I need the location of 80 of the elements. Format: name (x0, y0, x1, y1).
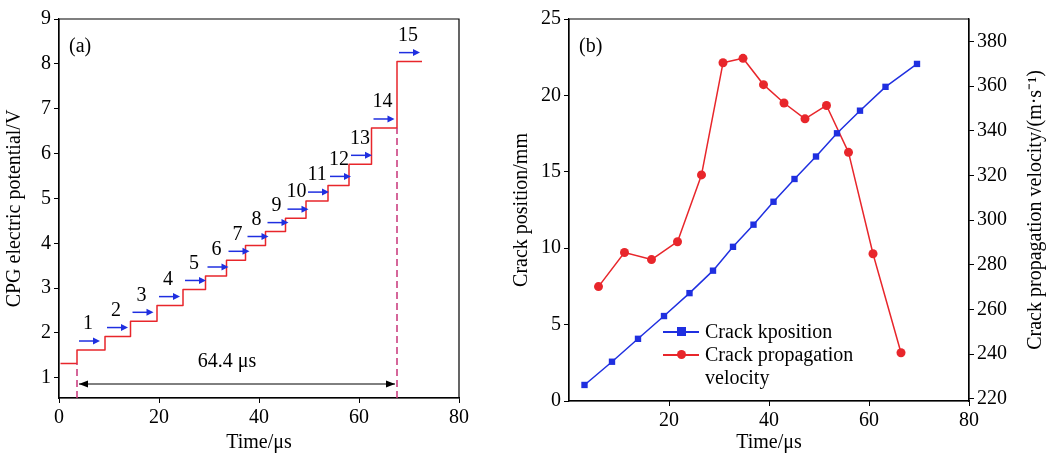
annotation: 12 (329, 146, 349, 169)
point (791, 175, 798, 183)
point (673, 237, 682, 247)
point (750, 221, 757, 228)
annotation: 3 (136, 282, 147, 305)
y2-tick-label: 240 (977, 341, 1007, 364)
annotation: 2 (111, 297, 121, 320)
y-axis-title: CPG electric potential/V (2, 109, 26, 308)
y-tick-label: 10 (541, 235, 561, 258)
y-tick-label: 3 (41, 275, 51, 298)
annotation: (a) (69, 34, 92, 58)
x-tick-label: 80 (959, 408, 979, 431)
y-tick-label: 8 (41, 51, 51, 74)
point (779, 98, 789, 108)
y-tick-label: 7 (41, 95, 51, 118)
y-tick-label: 6 (41, 140, 51, 163)
x-tick-label: 20 (149, 405, 169, 428)
point (844, 147, 853, 157)
point (882, 83, 889, 91)
x-axis-title: Time/μs (226, 430, 292, 454)
y-tick-label: 15 (541, 159, 561, 182)
x-tick-label: 40 (249, 405, 269, 428)
point (812, 153, 820, 160)
annotation: 11 (307, 162, 327, 185)
y-tick-label: 2 (41, 320, 51, 343)
x-tick-label: 80 (449, 405, 469, 428)
annotation: 14 (372, 89, 393, 112)
y2-tick-label: 300 (977, 207, 1007, 230)
y2-tick-label: 280 (977, 251, 1007, 274)
point (896, 348, 906, 358)
point (581, 381, 588, 389)
point (718, 58, 728, 68)
annotation: 5 (189, 250, 199, 273)
x-axis-title: Time/μs (736, 430, 802, 454)
point (856, 107, 864, 114)
legend-label: Crack propagation velocity (705, 343, 855, 389)
annotation: 10 (286, 179, 307, 202)
point (738, 53, 748, 63)
annotation: 9 (271, 192, 282, 215)
x-tick-label: 20 (659, 408, 679, 431)
x-tick-label: 60 (859, 408, 879, 431)
annotation: 6 (211, 237, 222, 260)
y2-tick-label: 340 (977, 117, 1007, 140)
point (620, 247, 629, 257)
point (697, 170, 706, 180)
y-tick-label: 4 (41, 230, 51, 253)
y-tick-label: 25 (541, 6, 561, 29)
point (822, 100, 831, 110)
y2-tick-label: 360 (977, 73, 1007, 96)
point (594, 282, 603, 292)
annotation: (b) (579, 34, 603, 58)
y-tick-label: 9 (41, 6, 51, 29)
y2-axis-title: Crack propagation velocity/(m·s⁻¹) (1023, 70, 1047, 350)
point (759, 80, 768, 90)
y-tick-label: 0 (551, 388, 561, 411)
y-axis-title: Crack position/mm (509, 132, 533, 287)
point (709, 267, 717, 274)
annotation: 13 (350, 125, 370, 148)
point (800, 114, 810, 124)
x-tick-label: 60 (349, 405, 369, 428)
y-tick-label: 5 (551, 311, 561, 334)
point (868, 249, 878, 259)
y-tick-label: 20 (541, 82, 561, 105)
x-tick-label: 40 (759, 408, 779, 431)
annotation: 7 (232, 221, 243, 244)
point (770, 198, 777, 205)
annotation: 64.4 μs (197, 349, 257, 373)
point (686, 289, 693, 297)
annotation: 15 (398, 22, 418, 45)
annotation: 1 (83, 311, 93, 334)
y2-tick-label: 260 (977, 296, 1007, 319)
legend-label: Crack kposition (705, 320, 833, 343)
annotation: 4 (163, 266, 173, 289)
y-tick-label: 1 (41, 365, 51, 388)
point (647, 255, 656, 265)
y2-tick-label: 380 (977, 28, 1007, 51)
y2-tick-label: 320 (977, 162, 1007, 185)
y-tick-label: 5 (41, 185, 51, 208)
annotation: 8 (251, 206, 262, 229)
y2-tick-label: 220 (977, 386, 1007, 409)
